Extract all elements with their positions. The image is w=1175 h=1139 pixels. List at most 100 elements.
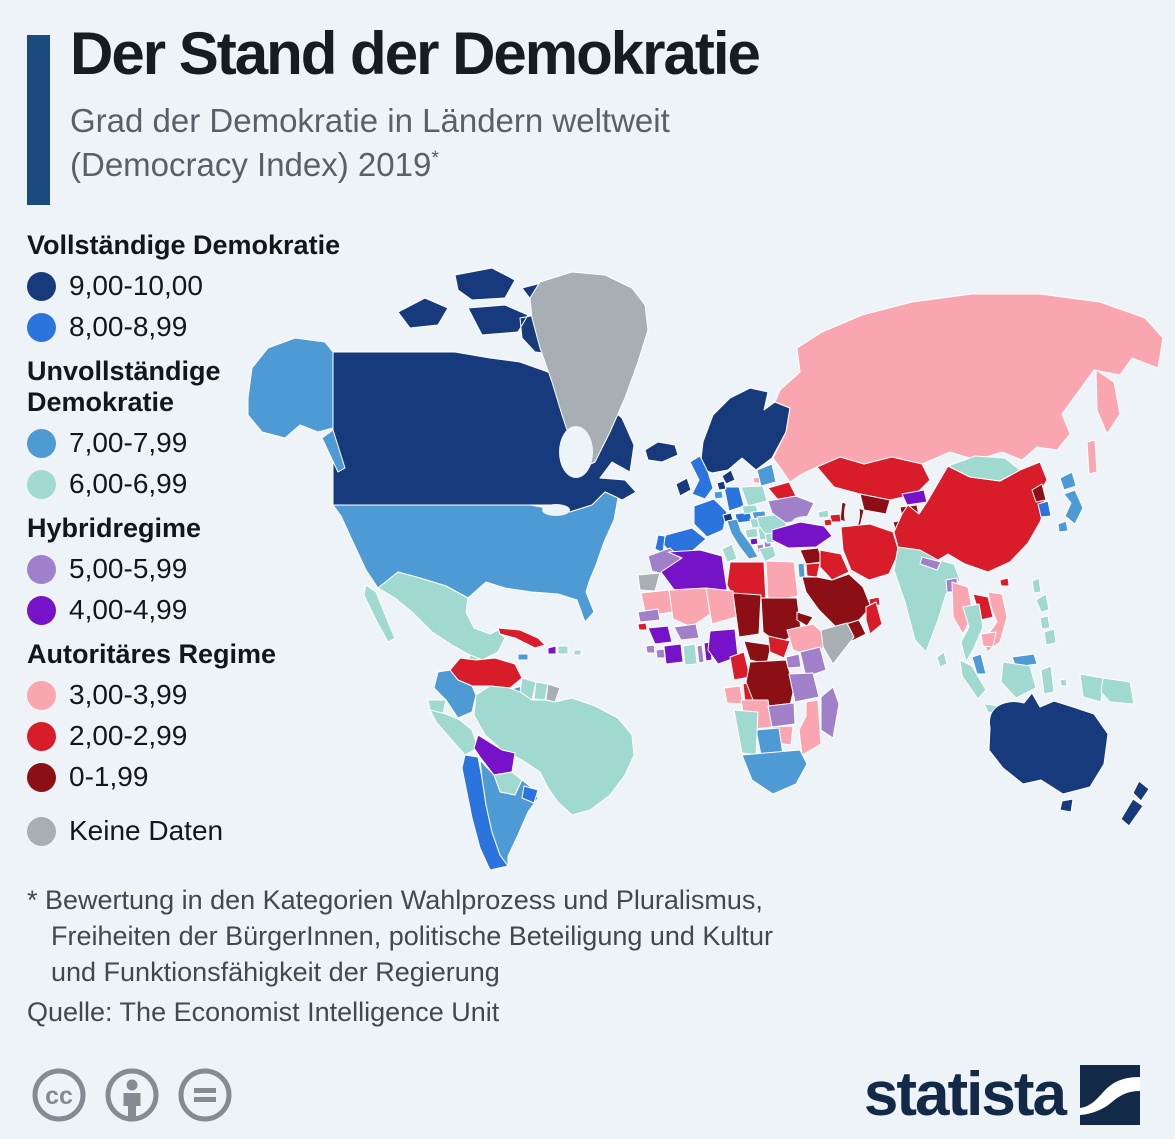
legend-item-label: 8,00-8,99 [69,311,188,343]
map-region-uruguay [521,785,539,804]
map-region-gabon [723,685,744,705]
map-region-south-africa [741,749,808,795]
legend-item-label: 3,00-3,99 [69,679,188,711]
statista-logo-icon[interactable] [1080,1065,1140,1125]
map-region-greece [758,545,777,563]
legend-group-heading: Autoritäres Regime [27,639,277,670]
footnote-text: * Bewertung in den Kategorien Wahlprozes… [27,885,773,988]
svg-text:cc: cc [45,1082,73,1110]
legend-group: Unvollständige Demokratie 7,00-7,99 6,00-6… [27,356,427,500]
legend-group: Keine Daten [27,815,427,847]
map-region-nepal [919,556,942,571]
footnote-marker: * [431,146,440,169]
map-region-egypt [765,560,799,603]
legend-group: Autoritäres Regime 3,00-3,99 2,00-2,99 0-1,… [27,639,427,793]
map-region-niger [705,587,737,625]
map-region-kenya [799,646,827,678]
map-region-new-zealand [1120,780,1150,827]
map-region-baltics [756,463,777,487]
map-region-italy [726,518,759,560]
map-region-philippines [1035,593,1057,646]
map-region-china [893,461,1048,587]
map-region-jamaica [517,653,529,661]
map-region-tanzania [788,672,820,703]
map-region-taiwan [1031,577,1042,594]
great-lakes [542,504,570,516]
map-region-france [693,498,728,538]
legend-color-swatch [27,271,56,301]
map-region-greenland [529,271,649,469]
legend-item-label: 6,00-6,99 [69,468,188,500]
map-region-sierra-leone [645,644,656,654]
header: Der Stand der Demokratie Grad der Demokr… [70,22,1070,187]
cc-nd-icon[interactable] [176,1066,234,1124]
map-region-uzbekistan [859,493,891,515]
legend-item-label: 0-1,99 [69,761,149,793]
map-region-georgia [817,509,830,519]
legend: Vollständige Demokratie 9,00-10,00 8,00-8,… [27,230,427,860]
legend-group: Hybridregime 5,00-5,99 4,00-4,99 [27,513,427,626]
map-region-french-guiana [545,683,561,703]
map-region-ghana [682,643,698,666]
map-region-somalia [820,622,855,665]
map-region-poland [740,485,768,507]
map-region-cuba [497,627,546,649]
map-region-colombia [433,669,477,719]
map-region-tunisia [721,543,738,563]
legend-color-swatch [27,428,56,458]
map-region-israel [797,562,806,579]
map-region-dominican-republic [557,645,569,655]
map-region-western-sahara [637,572,661,592]
map-region-turkey [771,521,833,549]
map-region-south-korea [1037,500,1052,518]
legend-item-label: Keine Daten [69,815,224,847]
map-region-united-kingdom [689,455,714,500]
page-title: Der Stand der Demokratie [70,20,761,87]
map-region-mali [668,587,711,628]
map-region-sri-lanka [936,651,948,668]
map-region-saudi-arabia [801,573,872,628]
map-region-jordan [805,562,821,578]
legend-item-label: 5,00-5,99 [69,553,188,585]
legend-color-swatch [27,721,56,751]
map-region-australia [988,692,1109,813]
map-region-netherlands [716,480,727,491]
map-region-ivory-coast [663,643,684,665]
map-region-brazil [473,685,635,816]
map-region-belgium [713,490,724,500]
map-region-haiti [547,645,557,655]
legend-item: 4,00-4,99 [27,594,427,626]
statista-branding[interactable]: statista [864,1064,1140,1126]
legend-item: 5,00-5,99 [27,553,427,585]
legend-item: 3,00-3,99 [27,679,427,711]
legend-group-heading: Vollständige Demokratie [27,230,341,260]
legend-group-heading: Hybridregime [27,513,202,544]
legend-color-swatch [27,762,56,792]
map-region-uganda [785,653,802,669]
map-region-burkina-faso [673,623,700,641]
legend-item-label: 9,00-10,00 [69,270,203,302]
legend-item-label: 7,00-7,99 [69,427,188,459]
map-region-alaska [247,337,346,473]
map-region-cambodia [980,631,997,648]
cc-by-icon[interactable] [103,1066,161,1124]
map-region-oman [865,601,883,635]
source-text: Quelle: The Economist Intelligence Unit [27,996,500,1027]
legend-item: 0-1,99 [27,761,427,793]
map-region-iran [840,523,900,581]
legend-color-swatch [27,680,56,710]
legend-item: 6,00-6,99 [27,468,427,500]
map-region-papua-new-guinea [1100,677,1135,705]
legend-group: Vollständige Demokratie 9,00-10,00 8,00-8,… [27,230,427,343]
cc-icon[interactable]: cc [30,1066,88,1124]
map-region-iceland [644,441,679,463]
legend-color-swatch [27,595,56,625]
map-region-guinea [647,625,673,645]
legend-item: 8,00-8,99 [27,311,427,343]
map-region-nigeria [707,628,739,665]
legend-color-swatch [27,554,56,584]
map-region-mongolia [947,455,1021,482]
legend-color-swatch [27,469,56,499]
map-region-ireland [675,477,692,497]
statista-wordmark[interactable]: statista [863,1060,1067,1129]
